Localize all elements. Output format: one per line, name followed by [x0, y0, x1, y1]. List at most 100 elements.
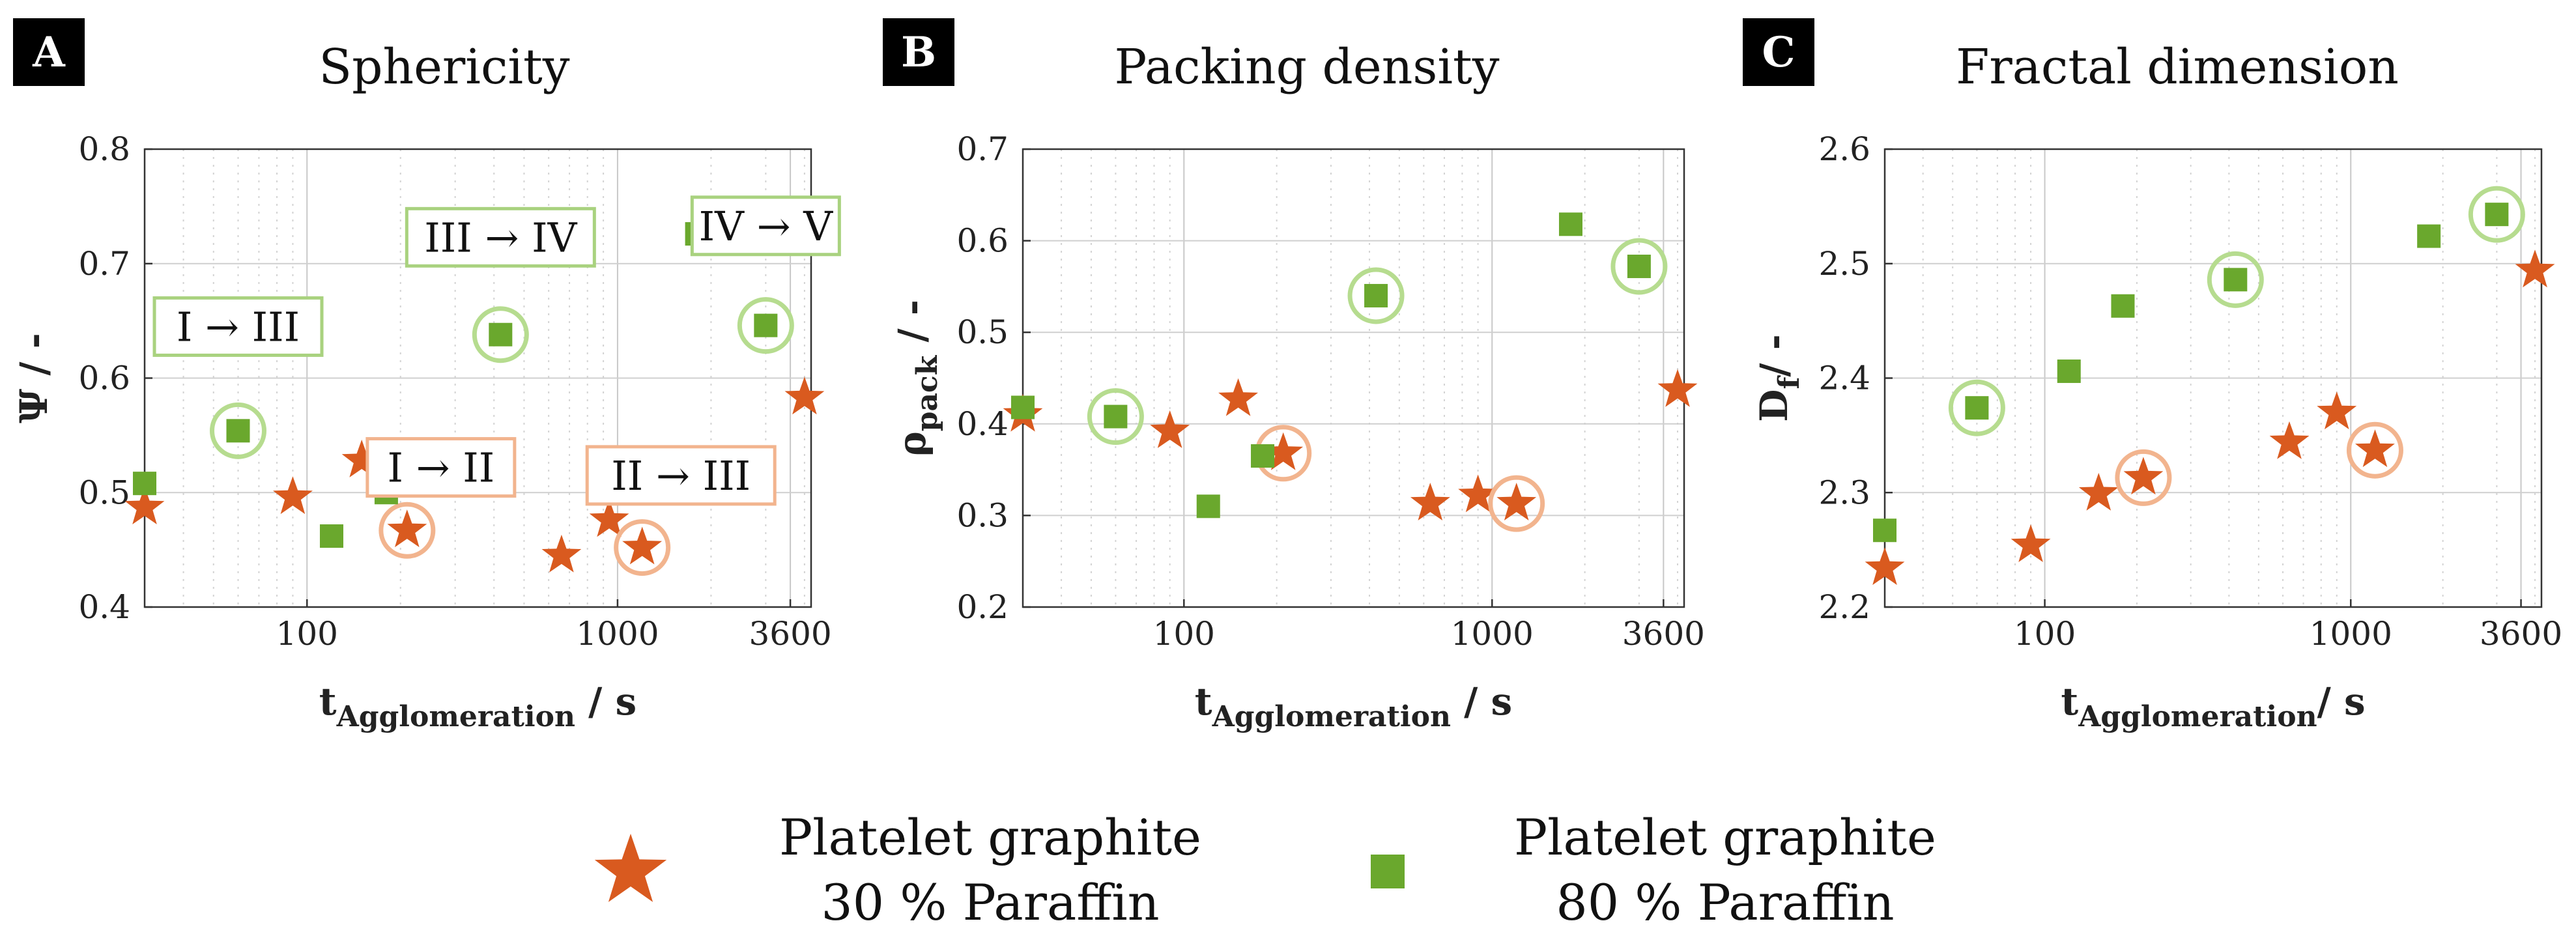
highlight-ring — [2346, 421, 2403, 479]
y-tick-label: 0.8 — [78, 130, 130, 168]
x-axis-label-suffix: / s — [575, 679, 637, 724]
x-axis-label-sub: Agglomeration — [2078, 700, 2317, 733]
x-tick-label: 100 — [2014, 615, 2076, 653]
panel-title: Fractal dimension — [1956, 39, 2399, 95]
x-axis-label-sub: Agglomeration — [1212, 700, 1451, 733]
data-point-star — [2123, 457, 2164, 495]
data-point-square — [1196, 494, 1220, 518]
data-point-square — [319, 524, 343, 548]
y-tick-label: 0.3 — [956, 496, 1009, 534]
data-point-star — [2269, 421, 2310, 459]
highlight-ring — [1347, 267, 1405, 324]
annotation-label: IV → V — [699, 203, 834, 250]
y-tick-label: 0.5 — [956, 313, 1009, 351]
highlight-ring — [2207, 251, 2264, 308]
highlight-ring — [1087, 388, 1144, 446]
x-tick-label: 100 — [276, 615, 338, 653]
highlight-ring — [1488, 475, 1545, 532]
annotation-box — [585, 445, 777, 506]
y-tick-label: 0.2 — [956, 588, 1009, 626]
panel-letter-box — [13, 18, 85, 86]
legend-line1: Platelet graphite — [779, 808, 1201, 866]
plot-area — [1023, 149, 1684, 607]
y-axis-label-main: ρ — [890, 431, 934, 457]
data-point-star — [341, 440, 382, 477]
x-tick-label: 3600 — [2480, 615, 2562, 653]
data-point-star — [273, 476, 313, 515]
axes-box — [1022, 148, 1685, 608]
data-point-square — [2111, 294, 2135, 318]
data-point-star — [589, 499, 629, 537]
data-point-square — [1965, 396, 1989, 420]
data-point-square — [489, 322, 513, 347]
y-axis-label-sub: pack — [911, 354, 944, 431]
x-axis-label-main: t — [319, 679, 337, 724]
x-tick-label: 3600 — [1622, 615, 1705, 653]
x-axis-label-suffix: / s — [1451, 679, 1512, 724]
y-tick-label: 0.6 — [78, 360, 130, 397]
annotation-box — [152, 296, 324, 357]
data-point-square — [1104, 404, 1128, 429]
data-point-star — [622, 526, 663, 565]
data-point-star — [1496, 483, 1537, 520]
y-tick-label: 2.4 — [1818, 360, 1870, 397]
annotation-label: II → III — [611, 452, 751, 500]
data-point-star — [1865, 547, 1905, 586]
y-tick-label: 0.5 — [78, 474, 130, 511]
panel-letter-box — [1743, 18, 1814, 86]
series-square — [1011, 212, 1668, 518]
highlight-ring — [472, 306, 529, 363]
highlight-ring — [737, 297, 794, 354]
legend-line1: Platelet graphite — [1514, 808, 1936, 866]
y-tick-label: 0.7 — [78, 245, 130, 283]
y-tick-label: 2.3 — [1818, 474, 1870, 511]
series-star — [1865, 249, 2555, 586]
series-square — [133, 222, 794, 548]
x-tick-label: 1000 — [2310, 615, 2392, 653]
y-axis-label-main: D — [1752, 390, 1796, 422]
data-point-square — [2485, 203, 2509, 227]
legend: Platelet graphite 30 % Paraffin Platelet g… — [594, 808, 1936, 931]
data-point-square — [2417, 224, 2441, 248]
y-axis-label-suffix: / - — [12, 333, 56, 389]
highlight-ring — [209, 402, 266, 459]
highlight-ring — [1948, 379, 2005, 436]
legend-line2: 80 % Paraffin — [1556, 873, 1894, 931]
data-point-star — [1458, 474, 1498, 513]
y-tick-label: 2.2 — [1818, 588, 1870, 626]
x-tick-label: 1000 — [1451, 615, 1534, 653]
highlight-ring — [2468, 186, 2525, 243]
x-axis-label-main: t — [2061, 679, 2078, 724]
x-axis-label-main: t — [1195, 679, 1212, 724]
data-point-star — [1657, 369, 1698, 407]
y-tick-label: 0.4 — [78, 588, 130, 626]
data-point-star — [2011, 524, 2051, 562]
legend-line2: 30 % Paraffin — [821, 873, 1159, 931]
data-point-star — [1410, 483, 1450, 520]
y-axis-label: ρpack / - — [890, 300, 944, 457]
panel-b: B Packing density 0.2 0.3 0.4 0.5 0.6 0.7 100 100… — [883, 18, 1705, 733]
data-point-square — [1873, 518, 1896, 543]
panel-letter-box — [883, 18, 954, 86]
highlight-ring — [1610, 238, 1668, 295]
data-point-star — [784, 376, 825, 415]
data-point-star — [1150, 410, 1190, 448]
data-point-square — [226, 419, 250, 443]
annotation-box — [405, 206, 596, 268]
x-tick-label: 3600 — [749, 615, 831, 653]
y-tick-label: 0.6 — [956, 222, 1009, 260]
y-axis-label-main: Ψ — [12, 389, 56, 423]
panel-title: Sphericity — [319, 39, 569, 95]
highlight-ring — [379, 502, 436, 559]
highlight-ring — [2115, 449, 2172, 506]
highlight-ring — [614, 519, 671, 576]
x-axis-label-sub: Agglomeration — [336, 700, 575, 733]
data-point-star — [541, 534, 582, 573]
y-axis-label: Df/ - — [1752, 334, 1806, 422]
annotation-label: III → IV — [424, 214, 577, 261]
data-point-square — [1364, 283, 1388, 307]
y-tick-label: 2.5 — [1818, 245, 1870, 283]
panel-letter: C — [1762, 28, 1796, 77]
data-point-square — [1251, 444, 1275, 468]
